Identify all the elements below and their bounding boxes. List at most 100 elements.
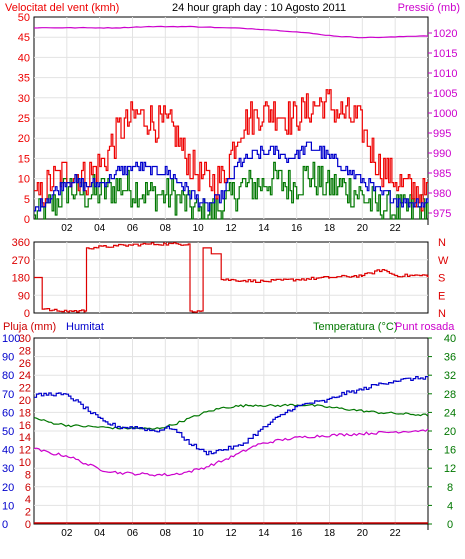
humidity-tick-label: 70: [2, 389, 14, 401]
wind-speed-tick-label: 15: [18, 153, 30, 165]
wind-pressure-chart: 0510152025303540455097598098599099510001…: [18, 12, 458, 234]
temperature-series-line: [33, 403, 429, 430]
humidity-tick-label: 10: [2, 500, 14, 512]
wind-speed-tick-label: 5: [24, 194, 30, 206]
wind-speed-tick-label: 45: [18, 32, 30, 44]
rain-tick-label: 12: [19, 445, 31, 457]
rain-tick-label: 18: [19, 407, 31, 419]
compass-label: N: [438, 237, 446, 249]
wind-speed-tick-label: 50: [18, 12, 30, 24]
hour-tick-label: 06: [127, 223, 139, 234]
temperature-tick-label: 32: [444, 370, 456, 382]
chart-title: 24 hour graph day : 10 Agosto 2011: [172, 2, 346, 14]
pressure-tick-label: 975: [433, 208, 451, 220]
hour-tick-label: 08: [160, 223, 172, 234]
humidity-tick-label: 40: [2, 445, 14, 457]
direction-tick-label: 90: [18, 290, 30, 302]
temperature-tick-label: 28: [444, 389, 456, 401]
compass-label: N: [438, 308, 446, 320]
wind-average-series-line: [34, 141, 429, 212]
pressure-axis-title: Pressió (mb): [398, 2, 460, 14]
compass-label: W: [438, 255, 449, 267]
hour-tick-label: 16: [291, 528, 303, 539]
hour-tick-label: 22: [390, 528, 402, 539]
pressure-tick-label: 990: [433, 148, 451, 160]
humidity-tick-label: 30: [2, 463, 14, 475]
hour-tick-label: 08: [160, 528, 172, 539]
wind-speed-tick-label: 25: [18, 113, 30, 125]
wind-speed-tick-label: 10: [18, 174, 30, 186]
direction-tick-label: 360: [12, 237, 30, 249]
hour-tick-label: 12: [225, 528, 237, 539]
wind-speed-tick-label: 40: [18, 52, 30, 64]
temperature-tick-label: 40: [444, 333, 456, 345]
temperature-tick-label: 24: [444, 407, 456, 419]
rain-tick-label: 14: [19, 432, 31, 444]
humidity-tick-label: 90: [2, 352, 14, 364]
pressure-tick-label: 985: [433, 168, 451, 180]
humidity-tick-label: 80: [2, 370, 14, 382]
humidity-series-line: [34, 376, 429, 456]
rain-tick-label: 6: [25, 482, 31, 494]
hour-tick-label: 14: [258, 223, 270, 234]
pressure-tick-label: 1000: [433, 108, 457, 120]
hour-tick-label: 20: [357, 528, 369, 539]
rain-tick-label: 4: [25, 494, 31, 506]
rain-axis-title: Pluja (mm): [3, 321, 56, 333]
pressure-tick-label: 1020: [433, 28, 457, 40]
humidity-axis-title: Humitat: [66, 321, 104, 333]
pressure-tick-label: 1010: [433, 68, 457, 80]
dewpoint-axis-title: Punt rosada: [395, 321, 455, 333]
rain-tick-label: 10: [19, 457, 31, 469]
wind-gust-series-line: [34, 89, 428, 212]
hour-tick-label: 22: [390, 223, 402, 234]
compass-label: S: [438, 273, 445, 285]
rain-tick-label: 28: [19, 345, 31, 357]
pressure-series-line: [33, 25, 429, 39]
hour-tick-label: 04: [94, 223, 106, 234]
temperature-tick-label: 16: [444, 445, 456, 457]
wind-speed-tick-label: 30: [18, 93, 30, 105]
rain-tick-label: 30: [19, 333, 31, 345]
rain-tick-label: 24: [19, 370, 31, 382]
rain-tick-label: 26: [19, 358, 31, 370]
direction-tick-label: 180: [12, 273, 30, 285]
hour-tick-label: 14: [258, 528, 270, 539]
hour-tick-label: 16: [291, 223, 303, 234]
humidity-tick-label: 0: [2, 519, 8, 531]
temperature-tick-label: 20: [444, 426, 456, 438]
wind-speed-tick-label: 35: [18, 73, 30, 85]
wind-speed-tick-label: 20: [18, 133, 30, 145]
pressure-tick-label: 995: [433, 128, 451, 140]
direction-tick-label: 270: [12, 255, 30, 267]
pressure-tick-label: 980: [433, 188, 451, 200]
hour-tick-label: 02: [61, 528, 73, 539]
hour-tick-label: 04: [94, 528, 106, 539]
temperature-tick-label: 12: [444, 463, 456, 475]
dewpoint-series-line: [33, 428, 429, 477]
wind-speed-axis-title: Velocitat del vent (kmh): [5, 2, 119, 14]
humidity-tick-label: 20: [2, 482, 14, 494]
hour-tick-label: 10: [193, 223, 205, 234]
rain-tick-label: 20: [19, 395, 31, 407]
hour-tick-label: 12: [225, 223, 237, 234]
compass-label: E: [438, 290, 445, 302]
temperature-tick-label: 4: [447, 500, 453, 512]
hour-tick-label: 18: [324, 528, 336, 539]
direction-tick-label: 0: [24, 308, 30, 320]
wind-direction-series-line: [34, 242, 429, 313]
hour-tick-label: 18: [324, 223, 336, 234]
temperature-tick-label: 0: [447, 519, 453, 531]
rain-humidity-temperature-chart: 0481216202428323640010203040506070809010…: [2, 333, 456, 539]
humidity-tick-label: 60: [2, 407, 14, 419]
temperature-axis-title: Temperatura (°C): [313, 321, 397, 333]
temperature-tick-label: 36: [444, 352, 456, 364]
pressure-tick-label: 1015: [433, 48, 457, 60]
humidity-tick-label: 50: [2, 426, 14, 438]
rain-tick-label: 2: [25, 507, 31, 519]
rain-tick-label: 22: [19, 383, 31, 395]
rain-tick-label: 16: [19, 420, 31, 432]
rain-tick-label: 0: [25, 519, 31, 531]
wind-low-series-line: [34, 161, 429, 220]
